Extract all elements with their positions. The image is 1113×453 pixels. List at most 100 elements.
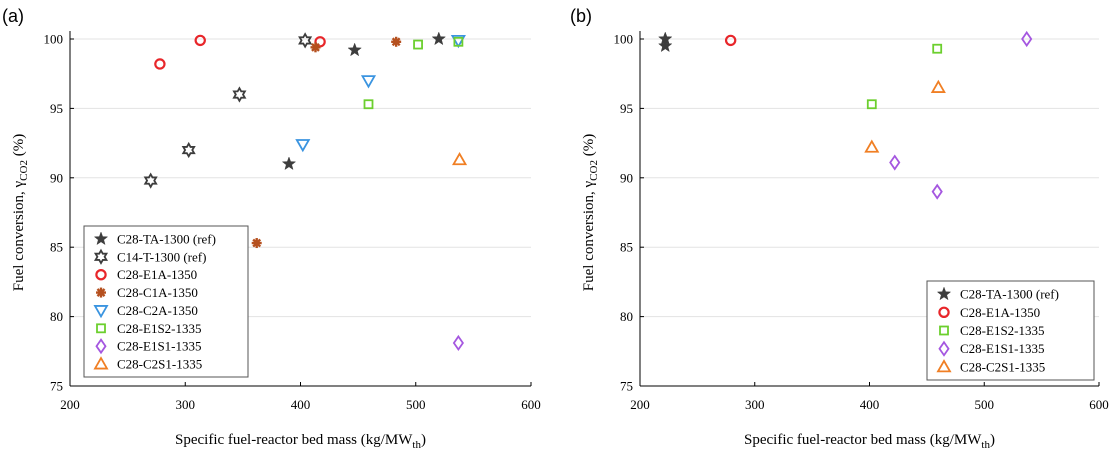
data-point <box>232 86 247 103</box>
data-point <box>295 139 311 153</box>
panel-label: (a) <box>2 6 24 26</box>
legend-marker <box>938 306 950 318</box>
y-tick-label: 90 <box>50 170 63 185</box>
legend-marker <box>938 340 950 357</box>
legend-label: C28-TA-1300 (ref) <box>960 287 1059 302</box>
series-c14-t-1300-ref <box>143 32 313 189</box>
series-c28-c2a-1350 <box>295 34 466 153</box>
y-axis-label: Fuel conversion, γCO2 (%) <box>11 134 30 291</box>
legend-label: C28-E1A-1350 <box>117 267 197 282</box>
data-point <box>1021 30 1033 48</box>
series-c28-c1a-1350 <box>251 36 402 249</box>
x-tick-label: 600 <box>521 397 541 412</box>
x-tick-label: 400 <box>291 397 311 412</box>
legend: C28-TA-1300 (ref) C28-E1A-1350 C28-E1S2-13… <box>926 280 1095 381</box>
legend-marker <box>95 268 107 281</box>
x-tick-label: 300 <box>745 397 765 412</box>
data-point <box>194 34 206 47</box>
y-tick-label: 95 <box>620 101 633 116</box>
legend-marker <box>939 325 949 336</box>
legend: C28-TA-1300 (ref) C14-T-1300 (ref) C28-E1A… <box>83 225 249 378</box>
series-c28-e1s2-1335 <box>363 36 464 110</box>
data-point <box>931 183 943 200</box>
y-tick-label: 80 <box>620 309 633 324</box>
y-tick-label: 85 <box>50 240 63 255</box>
data-point <box>930 79 946 93</box>
legend-label: C28-TA-1300 (ref) <box>117 231 216 246</box>
legend-label: C28-C2A-1350 <box>117 303 198 318</box>
x-axis-label: Specific fuel-reactor bed mass (kg/MWth) <box>175 432 426 451</box>
data-point <box>143 172 158 189</box>
series-c28-e1s2-1335 <box>866 43 943 110</box>
legend-label: C28-C2S1-1335 <box>117 357 202 372</box>
chart-panel-b: 75 80 85 90 95 100 200 300 400 500 600 (b) Specific … <box>570 6 1109 451</box>
legend-box <box>83 225 249 378</box>
series-c28-ta-1300-ref <box>657 31 673 53</box>
data-point <box>452 334 464 352</box>
data-point <box>310 42 321 53</box>
legend-marker <box>93 305 109 319</box>
legend-label: C28-E1S2-1335 <box>117 321 202 336</box>
legend-marker <box>96 287 106 298</box>
data-point <box>431 31 447 46</box>
x-tick-label: 200 <box>60 397 80 412</box>
y-tick-label: 95 <box>50 101 63 116</box>
data-point <box>453 36 464 47</box>
data-point <box>154 58 166 70</box>
data-point <box>298 32 313 49</box>
series-c28-c2s1-1335 <box>451 151 468 166</box>
x-tick-label: 500 <box>975 397 995 412</box>
legend-marker <box>95 338 107 355</box>
series-c28-e1s1-1335 <box>452 334 464 352</box>
data-point <box>251 238 262 249</box>
legend-label: C28-C2S1-1335 <box>960 359 1045 374</box>
data-point <box>450 34 466 49</box>
x-axis-label: Specific fuel-reactor bed mass (kg/MWth) <box>744 432 995 451</box>
legend-marker <box>936 286 952 301</box>
x-tick-label: 200 <box>630 397 650 412</box>
legend-label: C28-E1S1-1335 <box>117 339 202 354</box>
y-tick-label: 85 <box>620 240 633 255</box>
series-c28-e1a-1350 <box>154 34 326 70</box>
legend-marker <box>93 356 109 370</box>
legend-label: C28-E1S2-1335 <box>960 323 1045 338</box>
data-point <box>181 141 196 159</box>
series-c28-e1a-1350 <box>724 34 737 47</box>
x-tick-label: 300 <box>176 397 196 412</box>
data-point <box>363 99 374 110</box>
y-tick-label: 80 <box>50 309 63 324</box>
data-point <box>391 36 402 47</box>
data-point <box>932 43 943 54</box>
legend-label: C28-C1A-1350 <box>117 285 198 300</box>
data-point <box>864 139 880 153</box>
y-tick-label: 100 <box>44 32 64 47</box>
chart-panel-a: 75 80 85 90 95 100 200 300 400 500 600 (a) Specific … <box>2 6 541 451</box>
data-point <box>413 39 423 50</box>
data-point <box>889 154 901 171</box>
legend-marker <box>93 248 109 265</box>
legend-marker <box>93 231 109 246</box>
series-c28-e1s1-1335 <box>889 30 1033 200</box>
data-point <box>866 99 877 110</box>
series-c28-ta-1300-ref <box>281 31 447 171</box>
legend-marker <box>96 323 106 334</box>
x-tick-label: 400 <box>860 397 880 412</box>
data-point <box>281 156 297 171</box>
y-tick-label: 75 <box>620 379 633 394</box>
legend-marker <box>936 359 952 373</box>
y-tick-label: 100 <box>614 32 634 47</box>
data-point <box>347 42 362 57</box>
data-point <box>451 151 468 166</box>
legend-box <box>926 280 1095 381</box>
panel-label: (b) <box>570 6 592 26</box>
x-tick-label: 600 <box>1089 397 1109 412</box>
y-tick-label: 90 <box>620 170 633 185</box>
data-point <box>724 34 737 47</box>
legend-label: C14-T-1300 (ref) <box>117 249 206 264</box>
y-axis-label: Fuel conversion, γCO2 (%) <box>581 134 600 291</box>
y-tick-label: 75 <box>50 379 63 394</box>
legend-label: C28-E1S1-1335 <box>960 341 1045 356</box>
data-point <box>657 38 673 53</box>
legend-label: C28-E1A-1350 <box>960 305 1040 320</box>
